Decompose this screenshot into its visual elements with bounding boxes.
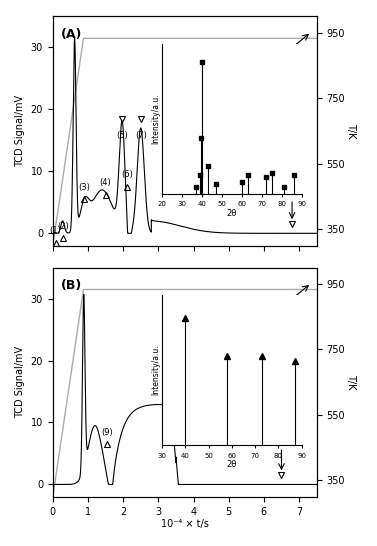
Text: (2): (2) <box>57 222 69 231</box>
X-axis label: 2θ: 2θ <box>227 460 237 469</box>
Text: (4): (4) <box>100 179 112 187</box>
Text: (B): (B) <box>61 279 82 292</box>
Y-axis label: Intensity/a.u.: Intensity/a.u. <box>152 345 161 395</box>
Text: (10): (10) <box>273 431 290 440</box>
Text: (9): (9) <box>101 428 113 437</box>
Text: (5): (5) <box>116 131 128 140</box>
Y-axis label: TCD Signal/mV: TCD Signal/mV <box>15 95 25 167</box>
X-axis label: 2θ: 2θ <box>227 209 237 218</box>
Y-axis label: Intensity/a.u.: Intensity/a.u. <box>152 93 161 144</box>
Text: (1): (1) <box>50 226 61 235</box>
Text: (6): (6) <box>121 170 133 180</box>
Text: (7): (7) <box>135 131 147 140</box>
Y-axis label: T/K: T/K <box>346 123 356 139</box>
Text: (3): (3) <box>78 183 90 192</box>
X-axis label: 10⁻⁴ × t/s: 10⁻⁴ × t/s <box>161 519 208 530</box>
Text: (8): (8) <box>286 183 298 192</box>
Y-axis label: TCD Signal/mV: TCD Signal/mV <box>15 346 25 418</box>
Text: (A): (A) <box>61 28 82 41</box>
Y-axis label: T/K: T/K <box>346 375 356 390</box>
